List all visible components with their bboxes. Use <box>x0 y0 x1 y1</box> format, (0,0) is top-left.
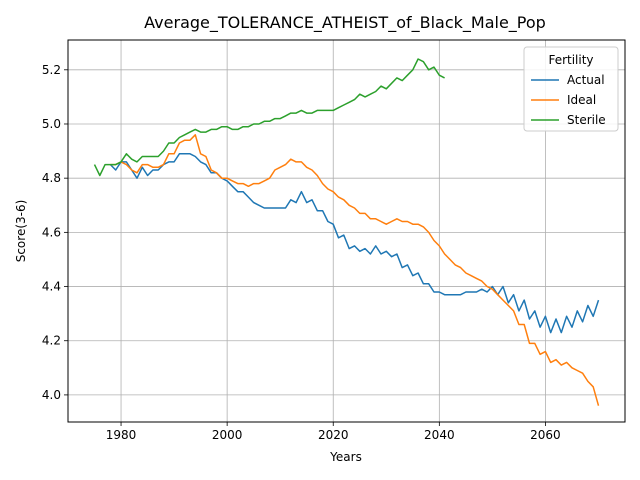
x-axis-ticks: 1980 2000 2020 2040 2060 <box>106 422 561 442</box>
x-tick-label: 2020 <box>318 428 349 442</box>
x-tick-label: 2000 <box>212 428 243 442</box>
series-lines <box>93 58 600 406</box>
series-line-ideal <box>110 134 600 406</box>
legend: Fertility Actual Ideal Sterile <box>523 46 619 132</box>
series-line-sterile <box>93 58 445 177</box>
y-tick-label: 4.8 <box>42 171 61 185</box>
x-tick-label: 2040 <box>424 428 455 442</box>
plot-frame <box>67 39 626 423</box>
y-tick-label: 4.4 <box>42 280 61 294</box>
chart-title: Average_TOLERANCE_ATHEIST_of_Black_Male_… <box>144 13 546 33</box>
y-tick-label: 5.2 <box>42 63 61 77</box>
legend-label-actual: Actual <box>567 73 605 87</box>
legend-label-ideal: Ideal <box>567 93 596 107</box>
y-axis-ticks: 4.0 4.2 4.4 4.6 4.8 5.0 5.2 <box>42 63 68 402</box>
y-tick-label: 5.0 <box>42 117 61 131</box>
x-axis-label: Years <box>329 450 362 464</box>
series-line-actual <box>109 153 600 334</box>
legend-title: Fertility <box>548 53 593 67</box>
y-tick-label: 4.2 <box>42 334 61 348</box>
x-tick-label: 2060 <box>530 428 561 442</box>
legend-label-sterile: Sterile <box>567 113 606 127</box>
y-tick-label: 4.6 <box>42 225 61 239</box>
y-tick-label: 4.0 <box>42 388 61 402</box>
y-axis-label: Score(3-6) <box>14 200 28 263</box>
x-tick-label: 1980 <box>106 428 137 442</box>
legend-box <box>523 46 619 132</box>
